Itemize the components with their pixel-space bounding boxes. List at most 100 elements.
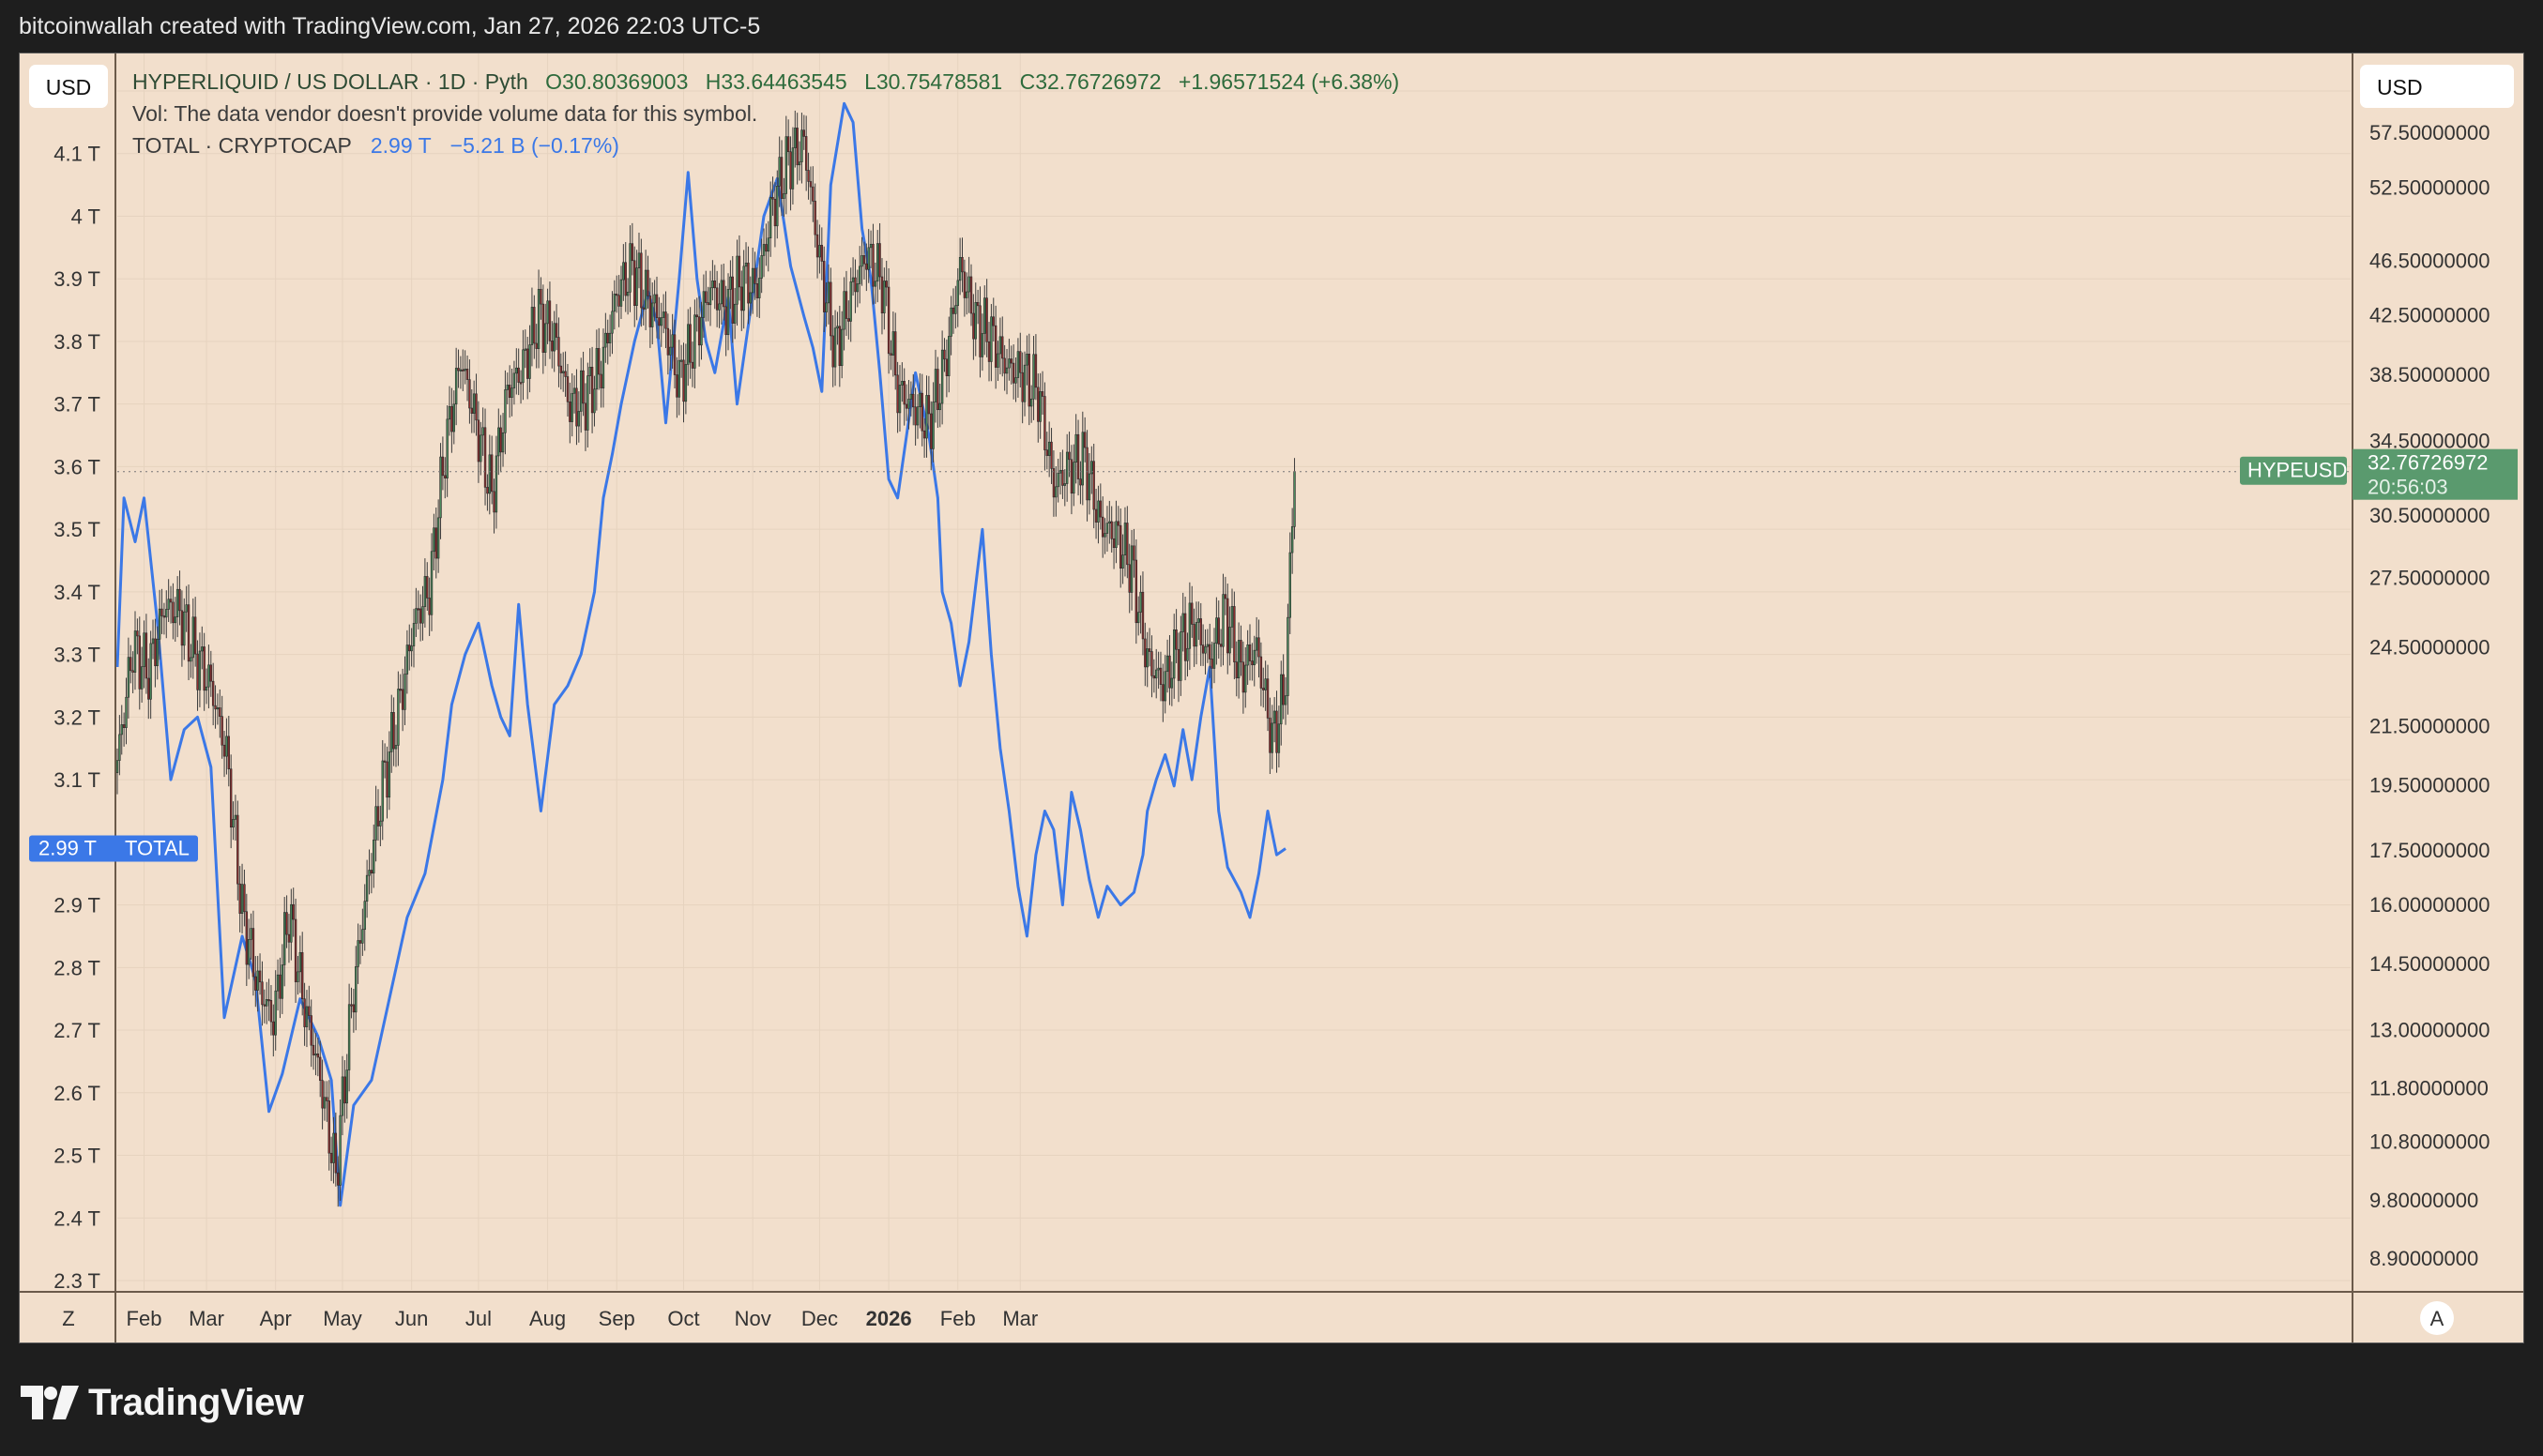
candle-body: [1023, 364, 1027, 402]
currency-button-left[interactable]: USD: [46, 75, 92, 99]
candle-body: [1063, 483, 1067, 486]
candle-body: [216, 707, 220, 710]
candle-body: [321, 1080, 324, 1109]
left-axis-tick-label: 3.7 T: [53, 393, 100, 417]
candle-body: [987, 341, 991, 362]
candle-body: [1001, 336, 1004, 359]
currency-button-left-bg[interactable]: [29, 65, 108, 108]
zoom-reset-button[interactable]: Z: [62, 1307, 74, 1330]
time-axis[interactable]: Feb Mar Apr May Jun Jul Aug Sep Oct Nov Dec 2026 Feb…: [127, 1307, 1039, 1330]
candle-body: [381, 760, 384, 822]
candle-body: [1241, 661, 1245, 693]
candle-body: [769, 197, 772, 239]
candle-body: [747, 262, 750, 304]
candle-body: [337, 1172, 340, 1186]
candle-body: [1047, 441, 1051, 456]
legend-low: L30.75478581: [864, 69, 1002, 94]
candle-body: [219, 707, 221, 717]
candle-body: [1058, 469, 1062, 474]
candle-body: [191, 616, 194, 659]
legend-overlay[interactable]: TOTAL · CRYPTOCAP 2.99 T −5.21 B (−0.17%…: [132, 133, 619, 158]
candle-body: [729, 276, 732, 290]
candle-body: [894, 331, 897, 376]
candle-body: [631, 243, 634, 262]
candle-body: [316, 1053, 320, 1058]
candle-body: [1230, 606, 1234, 628]
total-value-badge-bg: [29, 835, 198, 862]
currency-button-right[interactable]: USD: [2377, 75, 2423, 99]
candle-body: [383, 760, 387, 763]
candle-body: [695, 314, 698, 318]
candle-body: [890, 353, 892, 356]
candle-body: [629, 243, 632, 293]
candle-body: [1280, 674, 1283, 725]
left-axis-tick-label: 2.7 T: [53, 1019, 100, 1042]
candle-body: [867, 247, 870, 270]
tradingview-logo[interactable]: TradingView: [21, 1379, 304, 1426]
candle-body: [755, 282, 759, 298]
candle-body: [175, 588, 179, 617]
legend-change: +1.96571524 (+6.38%): [1179, 69, 1399, 94]
time-axis-tick-label: Apr: [260, 1307, 292, 1330]
left-axis-tick-label: 3.2 T: [53, 705, 100, 729]
right-axis: 57.50000000 52.50000000 46.50000000 42.5000…: [2369, 121, 2490, 1270]
right-axis-tick-label: 9.80000000: [2369, 1189, 2478, 1212]
candle-body: [1255, 637, 1258, 651]
price-value-label: 32.76726972: [2368, 451, 2488, 475]
candle-body: [301, 952, 304, 1000]
candle-body: [448, 405, 451, 420]
candle-body: [860, 255, 863, 267]
candle-body: [308, 1006, 311, 1016]
auto-scale-button[interactable]: A: [2430, 1307, 2444, 1330]
candle-body: [981, 333, 984, 357]
total-value-badge: 2.99 T TOTAL: [29, 835, 198, 862]
candle-body: [940, 349, 944, 404]
currency-button-right-bg[interactable]: [2360, 65, 2514, 108]
candle-body: [990, 316, 993, 362]
candle-body: [907, 399, 910, 409]
candle-body: [165, 609, 168, 618]
candle-body: [439, 456, 442, 519]
candle-body: [222, 744, 226, 757]
candle-body: [851, 277, 855, 282]
candle-body: [715, 287, 719, 311]
candle-body: [830, 281, 832, 337]
candle-body: [524, 348, 527, 351]
candle-body: [898, 385, 902, 414]
candle-body: [640, 252, 643, 309]
candle-body: [205, 686, 208, 691]
candle-body: [343, 1076, 346, 1104]
candle-body: [145, 632, 148, 679]
candle-body: [468, 379, 471, 409]
candle-body: [693, 314, 696, 369]
candle-body: [1215, 617, 1218, 644]
candle-body: [172, 601, 175, 624]
candle-body: [515, 367, 518, 374]
candle-body: [800, 129, 803, 162]
candle-body: [600, 373, 602, 388]
candle-body: [419, 608, 422, 624]
legend-symbol[interactable]: HYPERLIQUID / US DOLLAR · 1D · Pyth O30.…: [132, 69, 1399, 94]
candle-body: [305, 1006, 309, 1027]
chart-svg[interactable]: 4.2 T4.1 T4 T3.9 T3.8 T3.7 T3.6 T3.5 T3.…: [20, 53, 2523, 1342]
candle-body: [115, 760, 119, 773]
candle-body: [577, 411, 581, 427]
candle-body: [586, 375, 589, 431]
candle-body: [718, 303, 721, 311]
candle-body: [708, 287, 712, 306]
candle-body: [486, 487, 489, 494]
candle-body: [347, 1004, 351, 1070]
auto-scale-button-bg[interactable]: [2420, 1301, 2454, 1335]
time-axis-tick-label: Feb: [940, 1307, 976, 1330]
candle-body: [183, 611, 186, 646]
candle-body: [601, 346, 605, 388]
candle-body: [862, 255, 866, 265]
candle-body: [1219, 644, 1223, 647]
candle-body: [633, 260, 636, 306]
candle-body: [575, 387, 578, 427]
candle-body: [1251, 660, 1254, 666]
chart-panel[interactable]: 4.2 T4.1 T4 T3.9 T3.8 T3.7 T3.6 T3.5 T3.…: [19, 53, 2524, 1343]
candle-body: [762, 244, 766, 256]
candle-body: [430, 551, 434, 615]
candle-body: [1032, 354, 1035, 400]
